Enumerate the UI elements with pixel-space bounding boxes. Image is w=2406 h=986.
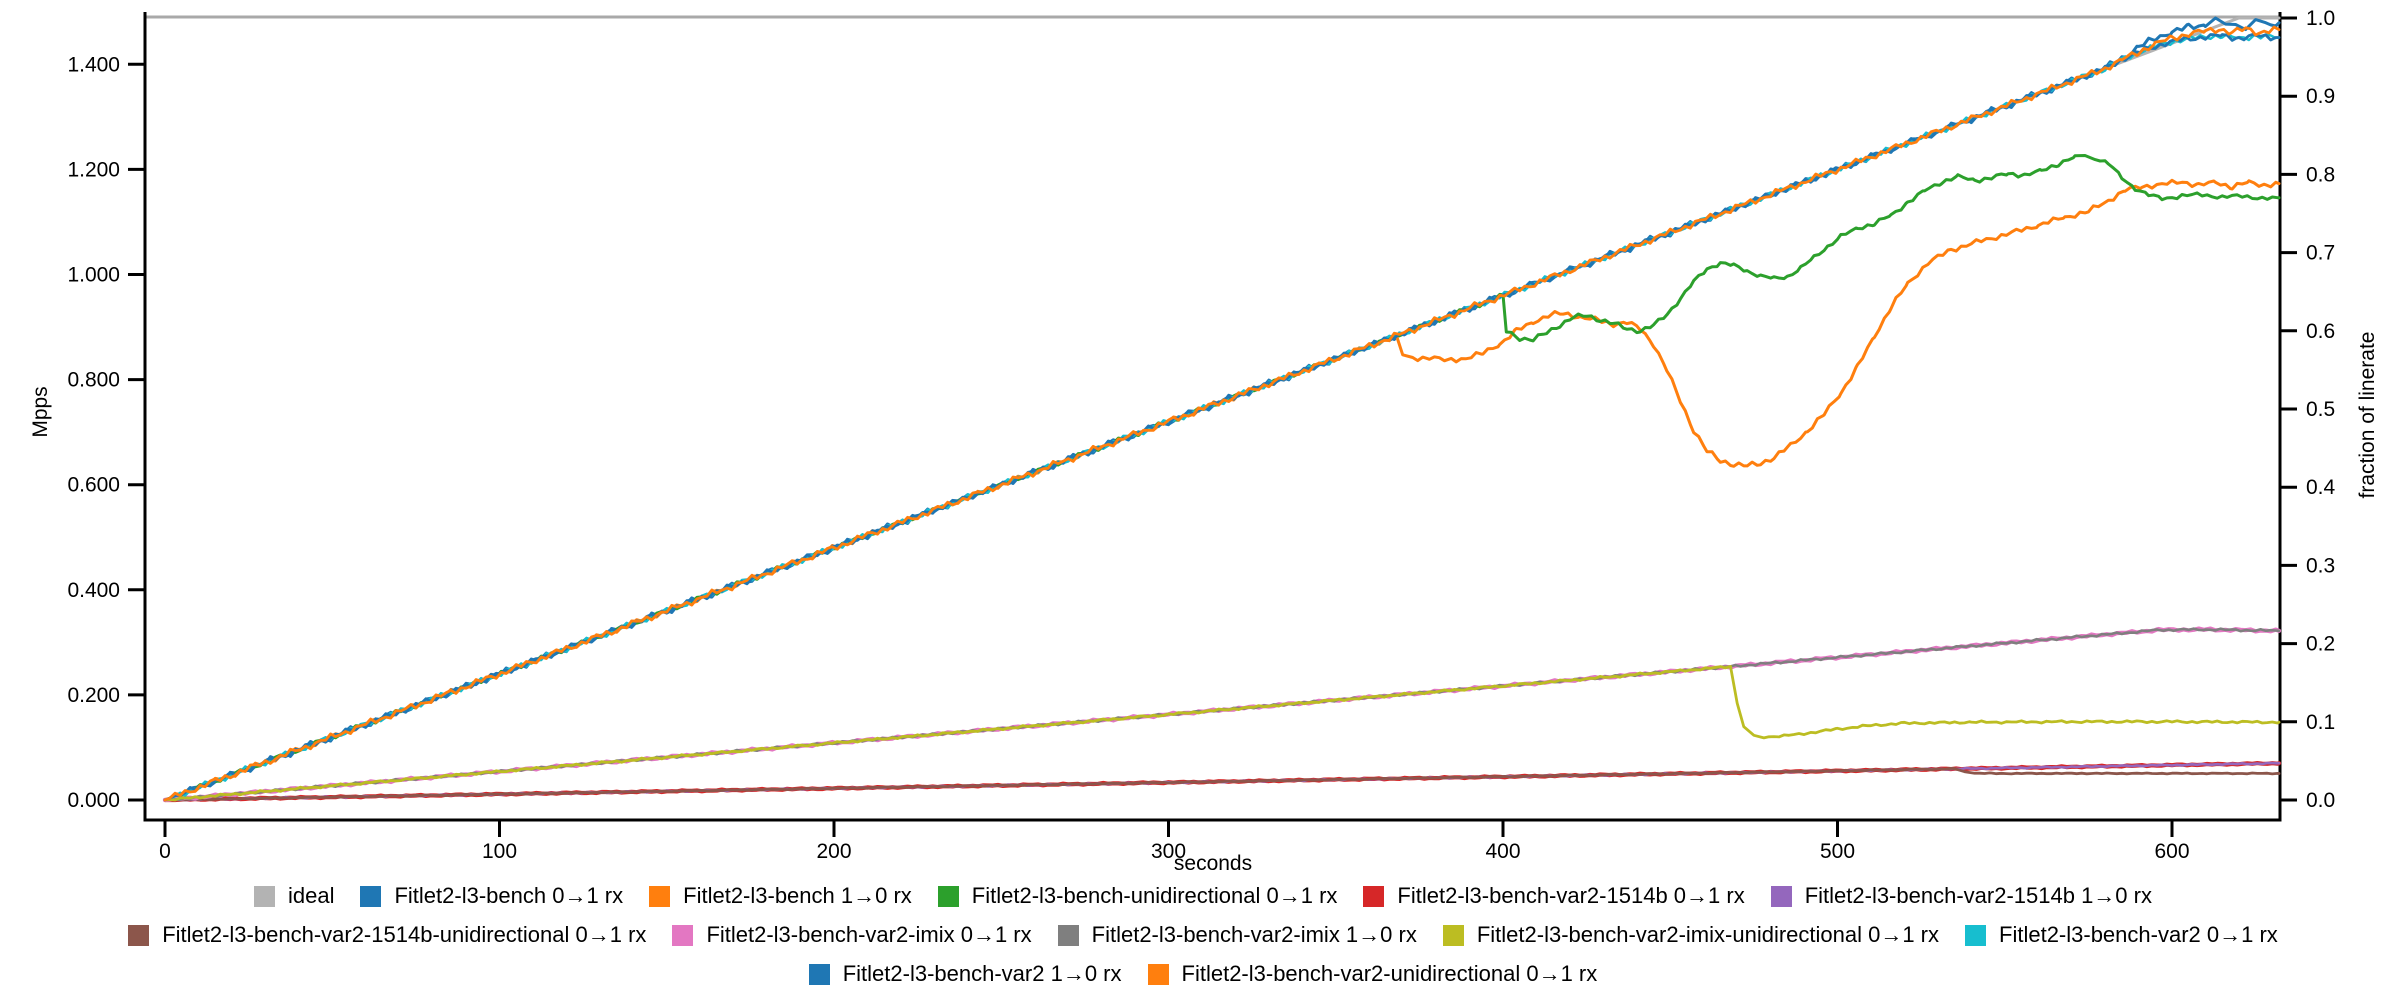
- legend-label: ideal: [288, 883, 335, 908]
- series-line-12: [163, 25, 2281, 802]
- y-right-tick-label: 0.0: [2306, 789, 2335, 812]
- y-right-tick-label: 0.5: [2306, 398, 2335, 421]
- y-left-tick-label: 1.400: [67, 53, 120, 76]
- legend-item: Fitlet2-l3-bench-var2 1→0 rx: [808, 961, 1122, 986]
- legend-row: ideal Fitlet2-l3-bench 0→1 rx Fitlet2-l3-b…: [254, 883, 2152, 909]
- y-right-tick-label: 0.1: [2306, 711, 2335, 734]
- y-left-tick-label: 0.000: [67, 789, 120, 812]
- legend-swatch-icon: [360, 885, 382, 907]
- legend-swatch-icon: [808, 963, 830, 985]
- y-right-axis-label: fraction of linerate: [2356, 332, 2379, 499]
- x-tick-label: 0: [159, 840, 171, 863]
- legend-item: Fitlet2-l3-bench-var2-imix-unidirectiona…: [1442, 922, 1940, 948]
- y-left-tick-label: 0.600: [67, 474, 120, 497]
- legend-label: Fitlet2-l3-bench-var2-1514b 1→0 rx: [1804, 883, 2152, 908]
- legend-label: Fitlet2-l3-bench-var2 0→1 rx: [1999, 922, 2278, 947]
- y-right-tick-label: 0.7: [2306, 242, 2335, 265]
- y-right-tick-label: 0.9: [2306, 85, 2335, 108]
- legend-swatch-icon: [1770, 885, 1792, 907]
- legend-item: Fitlet2-l3-bench 1→0 rx: [649, 883, 912, 909]
- legend-swatch-icon: [1442, 924, 1464, 946]
- series-line-3: [163, 154, 2281, 802]
- legend-item: Fitlet2-l3-bench-var2-1514b-unidirection…: [128, 922, 646, 948]
- x-tick-label: 600: [2154, 840, 2189, 863]
- y-right-tick-label: 0.4: [2306, 476, 2336, 499]
- legend-item: Fitlet2-l3-bench-var2-imix 0→1 rx: [672, 922, 1032, 948]
- legend-label: Fitlet2-l3-bench-var2-1514b-unidirection…: [162, 922, 647, 947]
- y-right-tick-label: 0.2: [2306, 633, 2335, 656]
- legend-label: Fitlet2-l3-bench-var2 1→0 rx: [842, 961, 1122, 986]
- legend-swatch-icon: [1965, 924, 1987, 946]
- y-left-tick-label: 0.400: [67, 579, 120, 602]
- legend-swatch-icon: [1057, 924, 1079, 946]
- legend-item: ideal: [254, 883, 334, 909]
- series-line-2: [163, 178, 2281, 802]
- y-left-tick-label: 1.000: [67, 263, 120, 286]
- legend-label: Fitlet2-l3-bench-var2-imix-unidirectiona…: [1476, 922, 1940, 947]
- y-left-tick-label: 1.200: [67, 158, 120, 181]
- series-line-10: [163, 32, 2281, 802]
- series-line-6: [163, 767, 2281, 802]
- x-tick-label: 400: [1485, 840, 1520, 863]
- y-right-tick-label: 0.3: [2306, 554, 2335, 577]
- x-tick-label: 500: [1820, 840, 1855, 863]
- legend-item: Fitlet2-l3-bench 0→1 rx: [360, 883, 623, 909]
- series-line-8: [163, 627, 2281, 802]
- plot-area: 0.000 0.200 0.400 0.600 0.800 1.000 1.200 1.400…: [29, 7, 2379, 875]
- y-right-tick-label: 1.0: [2306, 7, 2335, 30]
- x-tick-label: 100: [482, 840, 517, 863]
- x-axis-label: seconds: [1174, 852, 1252, 874]
- legend-label: Fitlet2-l3-bench 0→1 rx: [394, 883, 624, 908]
- legend-swatch-icon: [672, 924, 694, 946]
- series-line-9: [163, 665, 2281, 802]
- legend-label: Fitlet2-l3-bench-var2-1514b 0→1 rx: [1397, 883, 1745, 908]
- legend-item: Fitlet2-l3-bench-var2-imix 1→0 rx: [1057, 922, 1417, 948]
- legend-swatch-icon: [1147, 963, 1169, 985]
- y-left-tick-label: 0.800: [67, 369, 120, 392]
- legend-row: Fitlet2-l3-bench-var2-1514b-unidirection…: [128, 922, 2278, 948]
- legend-swatch-icon: [128, 924, 150, 946]
- legend-swatch-icon: [937, 885, 959, 907]
- legend: ideal Fitlet2-l3-bench 0→1 rx Fitlet2-l3-b…: [0, 883, 2406, 986]
- y-right-tick-label: 0.8: [2306, 163, 2335, 186]
- legend-label: Fitlet2-l3-bench-var2-unidirectional 0→1…: [1181, 961, 1598, 986]
- legend-label: Fitlet2-l3-bench-unidirectional 0→1 rx: [971, 883, 1338, 908]
- y-right-tick-label: 0.6: [2306, 320, 2335, 343]
- y-left-axis-label: Mpps: [29, 386, 52, 437]
- y-left-tick-label: 0.200: [67, 684, 120, 707]
- axis-ticks: 0.000 0.200 0.400 0.600 0.800 1.000 1.200 1.400…: [67, 7, 2335, 863]
- legend-item: Fitlet2-l3-bench-var2 0→1 rx: [1965, 922, 2278, 948]
- series-line-11: [163, 32, 2281, 802]
- legend-swatch-icon: [1363, 885, 1385, 907]
- legend-item: Fitlet2-l3-bench-unidirectional 0→1 rx: [937, 883, 1338, 909]
- legend-item: Fitlet2-l3-bench-var2-1514b 1→0 rx: [1770, 883, 2152, 909]
- legend-label: Fitlet2-l3-bench-var2-imix 0→1 rx: [706, 922, 1032, 947]
- legend-swatch-icon: [649, 885, 671, 907]
- x-tick-label: 300: [1151, 840, 1186, 863]
- legend-row: Fitlet2-l3-bench-var2 1→0 rx Fitlet2-l3-b…: [808, 961, 1598, 986]
- legend-swatch-icon: [254, 885, 275, 907]
- x-tick-label: 200: [816, 840, 851, 863]
- legend-item: Fitlet2-l3-bench-var2-1514b 0→1 rx: [1363, 883, 1745, 909]
- series-lines: [162, 16, 2282, 803]
- legend-item: Fitlet2-l3-bench-var2-unidirectional 0→1…: [1147, 961, 1598, 986]
- legend-label: Fitlet2-l3-bench-var2-imix 1→0 rx: [1091, 922, 1417, 947]
- legend-label: Fitlet2-l3-bench 1→0 rx: [683, 883, 912, 908]
